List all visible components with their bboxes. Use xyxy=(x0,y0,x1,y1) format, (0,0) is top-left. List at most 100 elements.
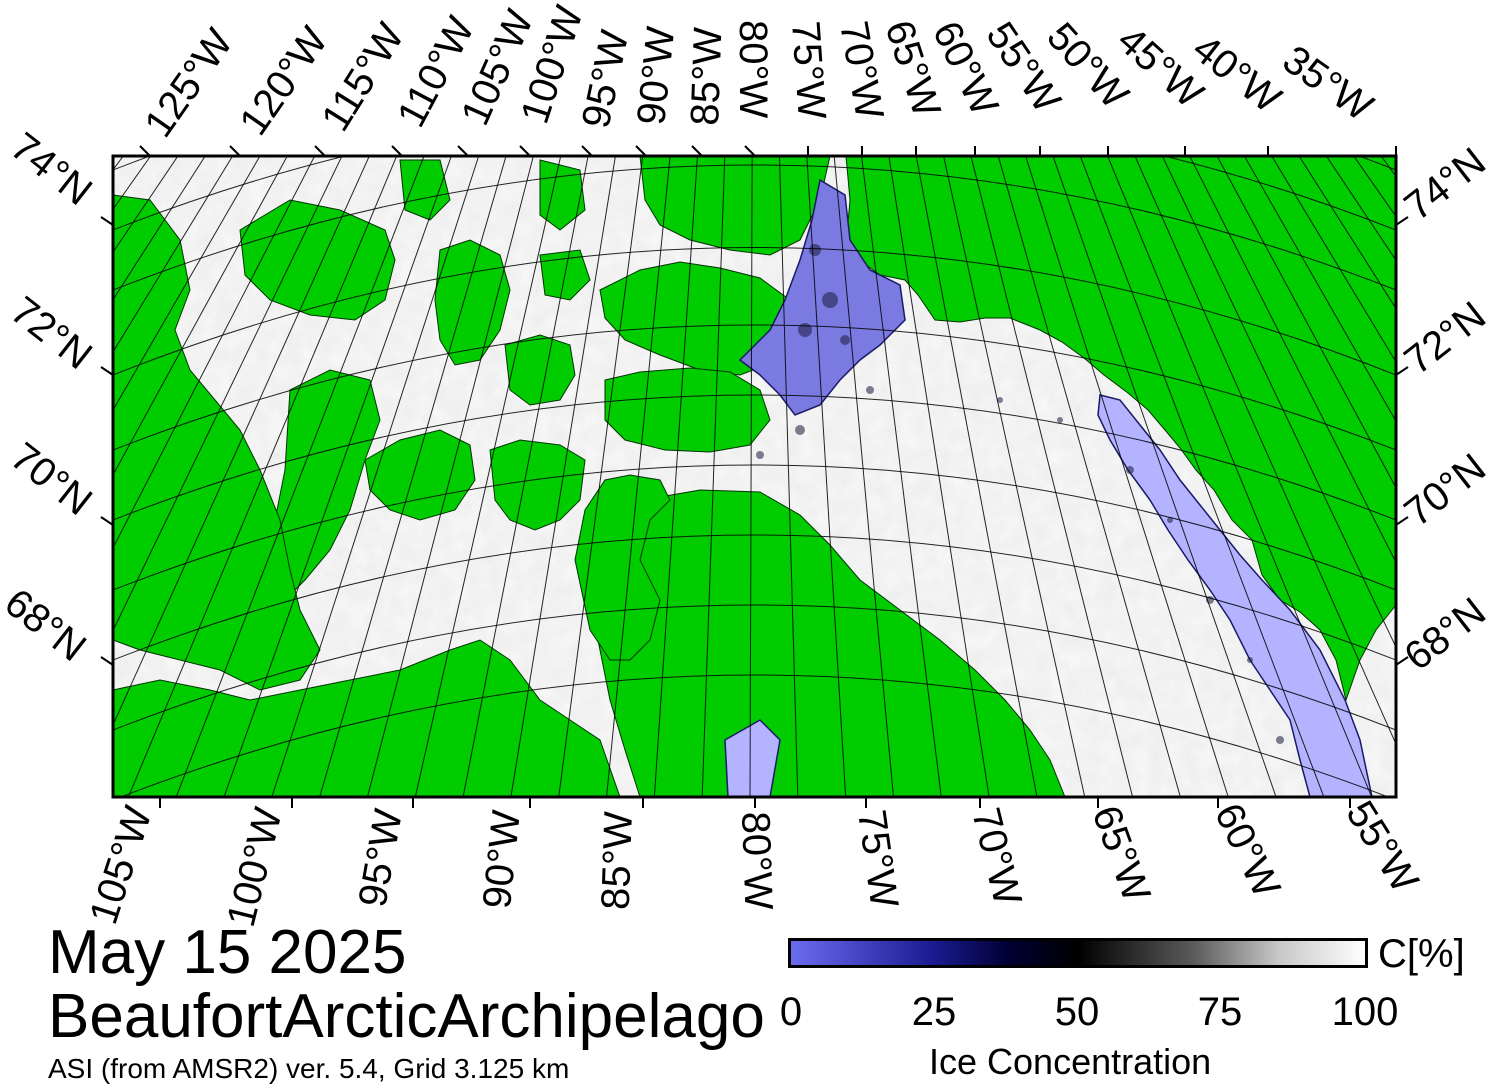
longitude-line xyxy=(462,156,589,797)
left-tick xyxy=(100,656,114,666)
top-tick xyxy=(457,145,469,157)
top-tick xyxy=(314,145,326,157)
colorbar-title: Ice Concentration xyxy=(929,1041,1212,1082)
longitude-line xyxy=(1107,156,1373,797)
map-region-title: BeaufortArcticArchipelago xyxy=(48,982,765,1051)
longitude-line xyxy=(271,156,480,797)
colorbar-gradient xyxy=(788,938,1368,968)
longitude-line xyxy=(970,156,1134,797)
right-lat-label: 68°N xyxy=(1396,589,1494,679)
longitude-line xyxy=(701,156,726,797)
bottom-lon-label: 70°W xyxy=(963,804,1030,910)
longitude-line xyxy=(653,156,698,797)
colorbar-tick-label: 100 xyxy=(1331,990,1399,1034)
top-lon-label: 125°W xyxy=(136,21,241,145)
hudson-strait-ice xyxy=(724,719,781,797)
longitude-line xyxy=(113,156,370,727)
top-tick xyxy=(139,145,151,157)
longitude-line xyxy=(510,156,616,797)
longitude-line xyxy=(366,156,534,797)
longitude-line xyxy=(319,156,507,797)
longitude-line xyxy=(861,156,942,797)
bottom-lon-label: 90°W xyxy=(475,808,529,911)
left-lat-label: 70°N xyxy=(2,434,100,524)
top-tick xyxy=(691,145,703,157)
top-lon-label: 35°W xyxy=(1275,37,1381,130)
prince-of-wales-island xyxy=(434,239,511,366)
boothia-peninsula xyxy=(489,439,586,531)
map-date: May 15 2025 xyxy=(48,918,407,987)
king-william-island xyxy=(364,429,476,521)
longitude-line xyxy=(127,156,398,797)
top-tick xyxy=(229,145,241,157)
latitude-lines xyxy=(113,156,1396,797)
bottom-lon-label: 75°W xyxy=(849,807,906,911)
top-lon-label: 95°W xyxy=(574,26,638,131)
longitude-line xyxy=(223,156,452,797)
right-tick xyxy=(1395,516,1409,526)
bylot-region xyxy=(604,367,771,453)
left-lat-label: 68°N xyxy=(0,580,94,670)
longitude-line xyxy=(1025,156,1229,797)
melville-island xyxy=(399,159,451,221)
longitude-line xyxy=(997,156,1181,797)
top-lon-label: 120°W xyxy=(231,19,336,143)
bottom-lon-label: 95°W xyxy=(350,806,410,911)
banks-island xyxy=(239,199,396,321)
left-tick xyxy=(100,216,114,226)
bottom-lon-label: 55°W xyxy=(1337,793,1427,900)
longitude-line xyxy=(414,156,562,797)
axis-ticks xyxy=(100,145,1409,808)
top-tick xyxy=(519,145,531,157)
longitude-line xyxy=(606,156,671,797)
southern-mainland xyxy=(113,639,621,797)
longitude-line xyxy=(113,156,343,632)
longitude-line xyxy=(175,156,425,797)
top-lon-label: 85°W xyxy=(683,26,730,126)
western-mainland xyxy=(113,194,321,691)
top-tick xyxy=(744,145,756,157)
right-tick xyxy=(1395,366,1409,376)
somerset-island xyxy=(504,334,576,406)
left-tick xyxy=(100,516,114,526)
ellesmere-island xyxy=(639,156,831,256)
top-longitude-labels: 125°W 120°W 115°W 110°W 105°W 100°W 95°W… xyxy=(136,0,1380,145)
colorbar-tick-label: 25 xyxy=(911,990,957,1034)
bottom-lon-label: 85°W xyxy=(594,811,641,911)
right-tick xyxy=(1395,216,1409,226)
longitude-line xyxy=(915,156,1038,797)
top-tick xyxy=(635,145,647,157)
right-lat-label: 70°N xyxy=(1396,445,1494,535)
longitude-line xyxy=(558,156,644,797)
bottom-lon-label: 65°W xyxy=(1084,800,1159,908)
longitude-line xyxy=(888,156,990,797)
top-tick xyxy=(391,145,403,157)
bottom-lon-label: 80°W xyxy=(733,811,780,911)
longitude-line xyxy=(1189,156,1396,564)
longitude-line xyxy=(833,156,894,797)
left-tick xyxy=(100,366,114,376)
longitude-line xyxy=(1161,156,1396,649)
colorbar-tick-label: 75 xyxy=(1197,990,1243,1034)
colorbar-unit: C[%] xyxy=(1378,932,1465,976)
right-tick xyxy=(1395,656,1409,666)
longitude-line xyxy=(1079,156,1325,797)
foxe-peninsula xyxy=(574,474,671,661)
top-tick xyxy=(581,145,593,157)
left-latitude-labels: 74°N 72°N 70°N 68°N xyxy=(0,124,100,670)
longitude-line xyxy=(943,156,1086,797)
top-lon-label: 90°W xyxy=(629,24,683,127)
bottom-longitude-labels: 105°W 100°W 95°W 90°W 85°W 80°W 75°W 70°… xyxy=(81,793,1426,931)
longitude-line xyxy=(749,156,753,797)
longitude-line xyxy=(806,156,847,797)
bottom-lon-label: 100°W xyxy=(219,803,291,931)
right-lat-label: 72°N xyxy=(1396,293,1494,383)
longitude-lines xyxy=(113,156,1396,797)
bottom-lon-label: 105°W xyxy=(81,801,160,929)
right-lat-label: 74°N xyxy=(1396,139,1494,229)
top-lon-label: 115°W xyxy=(313,16,413,139)
colorbar-tick-label: 50 xyxy=(1054,990,1100,1034)
dense-ice-speckle xyxy=(756,244,1284,744)
right-latitude-labels: 74°N 72°N 70°N 68°N xyxy=(1396,139,1494,679)
